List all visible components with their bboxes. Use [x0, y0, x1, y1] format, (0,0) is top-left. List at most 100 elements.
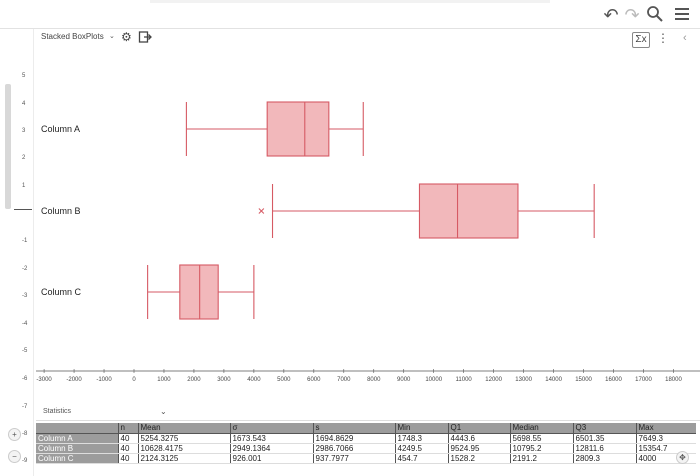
left-axis-strip: [0, 29, 34, 476]
x-tick-label: 14000: [545, 377, 562, 383]
table-cell: 5698.55: [509, 433, 573, 444]
x-tick-label: 3000: [217, 377, 231, 383]
y-tick-label: 5: [22, 73, 26, 79]
table-cell: 4249.5: [394, 443, 448, 454]
category-label: Column C: [41, 287, 82, 297]
column-header: Mean: [137, 423, 230, 434]
row-header: Column C: [36, 453, 118, 464]
column-header: Min: [394, 423, 448, 434]
table-cell: 1528.2: [447, 453, 510, 464]
x-tick-label: 7000: [337, 377, 351, 383]
y-tick-label: -5: [22, 348, 28, 354]
table-row: Column A 40 5254.3275 1673.543 1694.8629 1748…: [36, 433, 696, 444]
x-tick-label: -1000: [96, 377, 112, 383]
y-tick-label: -6: [22, 376, 28, 382]
undo-icon[interactable]: ↶: [603, 5, 619, 25]
column-header: n: [117, 423, 138, 434]
table-cell: 2986.7066: [312, 443, 395, 454]
top-toolbar: ↶ ↷: [0, 0, 700, 29]
table-row: Column B 40 10628.4175 2949.1364 2986.7066 42…: [36, 443, 696, 454]
x-tick-label: 8000: [367, 377, 381, 383]
row-header: Column B: [36, 443, 118, 454]
row-header: Column A: [36, 433, 118, 444]
y-tick-label: -2: [22, 266, 28, 272]
table-cell: 937.7977: [312, 453, 395, 464]
table-cell: 40: [117, 443, 138, 454]
exit-view-icon[interactable]: [138, 30, 152, 44]
x-tick-label: 16000: [605, 377, 622, 383]
x-tick-label: 4000: [247, 377, 261, 383]
outlier-marker: [258, 208, 265, 214]
x-tick-label: 12000: [485, 377, 502, 383]
column-header: Max: [635, 423, 696, 434]
box-iqr: [266, 101, 330, 157]
table-cell: 2191.2: [509, 453, 573, 464]
category-label: Column A: [41, 124, 80, 134]
zoom-out-icon[interactable]: −: [8, 450, 21, 463]
view-title-select[interactable]: Stacked BoxPlots: [41, 32, 104, 41]
column-header: Q3: [572, 423, 636, 434]
column-header: s: [312, 423, 395, 434]
x-axis-origin-mark: [14, 209, 32, 210]
column-header: Median: [509, 423, 573, 434]
column-header: σ: [229, 423, 313, 434]
table-cell: 40: [117, 453, 138, 464]
table-cell: 2124.3125: [137, 453, 230, 464]
category-label: Column B: [41, 206, 81, 216]
table-cell: 9524.95: [447, 443, 510, 454]
y-tick-label: 1: [22, 183, 26, 189]
move-view-icon[interactable]: ✥: [676, 451, 689, 464]
x-tick-label: 11000: [456, 377, 473, 383]
statistics-table: n Mean σ s Min Q1 Median Q3 Max Column A 40 5254.3…: [36, 423, 696, 464]
table-cell: 4000: [635, 453, 696, 464]
more-options-icon[interactable]: ⋮: [657, 31, 669, 45]
x-tick-label: 5000: [277, 377, 291, 383]
table-cell: 1748.3: [394, 433, 448, 444]
table-cell: 2949.1364: [229, 443, 313, 454]
x-tick-label: 6000: [307, 377, 321, 383]
table-cell: 1694.8629: [312, 433, 395, 444]
x-tick-label: 15000: [575, 377, 592, 383]
y-tick-label: 3: [22, 128, 26, 134]
table-cell: 4443.6: [447, 433, 510, 444]
x-tick-label: 9000: [397, 377, 411, 383]
x-tick-label: -2000: [66, 377, 82, 383]
redo-icon[interactable]: ↷: [624, 5, 640, 25]
y-tick-label: -7: [22, 404, 28, 410]
gear-icon[interactable]: ⚙: [121, 30, 132, 44]
y-tick-label: -4: [22, 321, 28, 327]
table-cell: 5254.3275: [137, 433, 230, 444]
x-tick-label: 0: [132, 377, 136, 383]
zoom-in-icon[interactable]: +: [8, 428, 21, 441]
table-cell: 15354.7: [635, 443, 696, 454]
table-cell: 1673.543: [229, 433, 313, 444]
statistics-header: Statistics ⌄: [36, 403, 700, 421]
table-cell: 454.7: [394, 453, 448, 464]
table-row: Column C 40 2124.3125 926.001 937.7977 454.7 1…: [36, 453, 696, 464]
divider: [36, 420, 700, 421]
column-header: Q1: [447, 423, 510, 434]
y-tick-label: 4: [22, 101, 26, 107]
sigma-x-button[interactable]: Σx: [632, 32, 650, 48]
vertical-scrollbar[interactable]: [5, 84, 11, 209]
x-tick-label: 2000: [187, 377, 201, 383]
table-cell: 10628.4175: [137, 443, 230, 454]
statistics-title: Statistics: [43, 408, 72, 415]
chevron-down-icon[interactable]: ⌄: [160, 407, 167, 416]
chevron-down-icon[interactable]: ⌄: [109, 33, 115, 40]
toolbar-strip: [150, 0, 550, 3]
x-tick-label: 10000: [425, 377, 442, 383]
y-tick-label: -3: [22, 293, 28, 299]
column-header: [36, 423, 118, 434]
table-cell: 40: [117, 433, 138, 444]
x-tick-label: 1000: [157, 377, 171, 383]
hamburger-menu-icon[interactable]: [672, 5, 692, 25]
search-icon[interactable]: [645, 5, 665, 25]
box-iqr: [179, 264, 219, 320]
x-tick-label: -3000: [36, 377, 52, 383]
collapse-panel-icon[interactable]: ‹: [683, 32, 687, 44]
box-iqr: [418, 183, 519, 239]
table-cell: 926.001: [229, 453, 313, 464]
table-cell: 2809.3: [572, 453, 636, 464]
